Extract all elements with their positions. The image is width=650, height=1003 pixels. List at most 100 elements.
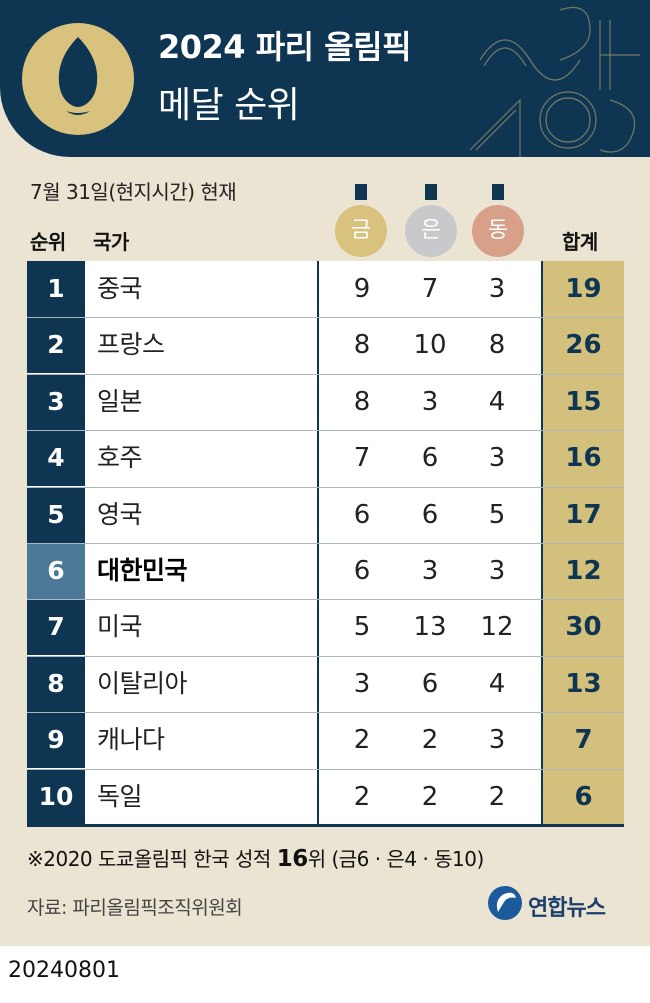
infographic-card: 2024 파리 올림픽 메달 순위 7월 31일(현지시간) 현재 순위 국가 …	[0, 0, 650, 946]
silver-count-cell: 3	[421, 387, 439, 417]
table-row: 10 독일 2 2 2 6	[27, 769, 624, 825]
gold-count-cell: 8	[353, 330, 371, 360]
table-row: 1 중국 9 7 3 19	[27, 261, 624, 317]
total-cell: 6	[574, 782, 593, 812]
decorative-2024-pattern-icon	[469, 6, 640, 157]
country-cell: 영국	[97, 500, 143, 529]
bronze-count-cell: 12	[480, 612, 514, 642]
silver-medal-header: 은	[405, 205, 457, 257]
bronze-count-cell: 4	[488, 669, 506, 699]
table-row: 2 프랑스 8 10 8 26	[27, 317, 624, 373]
rank-cell: 9	[27, 712, 85, 768]
bronze-count-cell: 5	[488, 500, 506, 530]
silver-count-cell: 6	[421, 669, 439, 699]
rank-column-header: 순위	[30, 230, 66, 254]
country-cell: 중국	[97, 274, 143, 303]
country-cell: 미국	[97, 612, 143, 641]
rank-cell: 4	[27, 430, 85, 486]
table-row: 9 캐나다 2 2 3 7	[27, 712, 624, 768]
row-separator	[27, 317, 624, 318]
gold-count-cell: 5	[353, 612, 371, 642]
row-separator	[27, 374, 624, 375]
row-separator	[27, 712, 624, 713]
rank-cell: 5	[27, 487, 85, 543]
country-cell: 이탈리아	[97, 669, 188, 698]
footnote: ※2020 도쿄올림픽 한국 성적 16위 (금6 · 은4 · 동10)	[27, 843, 484, 872]
silver-count-cell: 13	[413, 612, 447, 642]
country-cell: 일본	[97, 387, 143, 416]
total-cell: 15	[565, 387, 602, 417]
total-cell: 30	[565, 612, 602, 642]
bronze-count-cell: 3	[488, 725, 506, 755]
country-cell: 호주	[97, 443, 143, 472]
bronze-count-cell: 3	[488, 443, 506, 473]
silver-count-cell: 3	[421, 556, 439, 586]
bronze-count-cell: 2	[488, 782, 506, 812]
rank-cell: 1	[27, 261, 85, 317]
table-row: 4 호주 7 6 3 16	[27, 430, 624, 486]
total-cell: 13	[565, 669, 602, 699]
footnote-prefix: ※2020 도쿄올림픽 한국 성적	[27, 847, 277, 871]
bronze-ribbon-icon	[492, 184, 504, 200]
row-separator	[27, 430, 624, 431]
gold-count-cell: 2	[353, 725, 371, 755]
footnote-suffix: 위 (금6 · 은4 · 동10)	[307, 847, 485, 871]
yonhap-logo-text: 연합뉴스	[528, 896, 606, 921]
bronze-count-cell: 4	[488, 387, 506, 417]
rank-cell: 7	[27, 599, 85, 655]
table-row: 6 대한민국 6 3 3 12	[27, 543, 624, 599]
table-row: 7 미국 5 13 12 30	[27, 599, 624, 655]
page-subtitle: 메달 순위	[158, 85, 300, 126]
silver-ribbon-icon	[425, 184, 437, 200]
table-row: 5 영국 6 6 5 17	[27, 487, 624, 543]
total-cell: 17	[565, 500, 602, 530]
rank-cell: 3	[27, 374, 85, 430]
gold-count-cell: 6	[353, 556, 371, 586]
row-separator	[27, 487, 624, 488]
total-cell: 19	[565, 274, 602, 304]
table-bottom-line	[27, 824, 624, 827]
medal-table: 1 중국 9 7 3 19 2 프랑스 8 10 8 26 3 일본 8 3 4 15 4 호주 7 6 3 16 5 영국 6 6 5…	[27, 261, 624, 825]
row-separator	[27, 543, 624, 544]
page-title: 2024 파리 올림픽	[158, 28, 412, 66]
silver-count-cell: 10	[413, 330, 447, 360]
row-separator	[27, 599, 624, 600]
gold-count-cell: 7	[353, 443, 371, 473]
yonhap-logo: 연합뉴스	[488, 884, 638, 924]
bronze-medal-header: 동	[472, 205, 524, 257]
gold-count-cell: 2	[353, 782, 371, 812]
silver-count-cell: 2	[421, 725, 439, 755]
gold-medal-header: 금	[335, 205, 387, 257]
bronze-count-cell: 8	[488, 330, 506, 360]
rank-cell: 10	[27, 769, 85, 825]
gold-count-cell: 6	[353, 500, 371, 530]
silver-count-cell: 7	[421, 274, 439, 304]
total-cell: 26	[565, 330, 602, 360]
total-cell: 12	[565, 556, 602, 586]
rank-cell: 2	[27, 317, 85, 373]
country-cell: 독일	[97, 782, 143, 811]
table-row: 8 이탈리아 3 6 4 13	[27, 656, 624, 712]
gold-ribbon-icon	[355, 184, 367, 200]
country-column-header: 국가	[93, 230, 129, 254]
total-cell: 7	[574, 725, 593, 755]
table-row: 3 일본 8 3 4 15	[27, 374, 624, 430]
rank-cell: 6	[27, 543, 85, 599]
row-separator	[27, 656, 624, 657]
silver-count-cell: 6	[421, 443, 439, 473]
gold-count-cell: 8	[353, 387, 371, 417]
source-credit: 자료: 파리올림픽조직위원회	[27, 897, 243, 919]
silver-count-cell: 2	[421, 782, 439, 812]
gold-count-cell: 9	[353, 274, 371, 304]
bronze-count-cell: 3	[488, 556, 506, 586]
yonhap-logo-icon	[488, 886, 522, 920]
silver-count-cell: 6	[421, 500, 439, 530]
rank-cell: 8	[27, 656, 85, 712]
paris-olympics-emblem-icon	[22, 23, 134, 135]
footnote-rank: 16	[276, 846, 309, 872]
bronze-count-cell: 3	[488, 274, 506, 304]
row-separator	[27, 769, 624, 770]
total-cell: 16	[565, 443, 602, 473]
header-banner: 2024 파리 올림픽 메달 순위	[0, 0, 650, 157]
publish-date: 20240801	[8, 958, 120, 983]
